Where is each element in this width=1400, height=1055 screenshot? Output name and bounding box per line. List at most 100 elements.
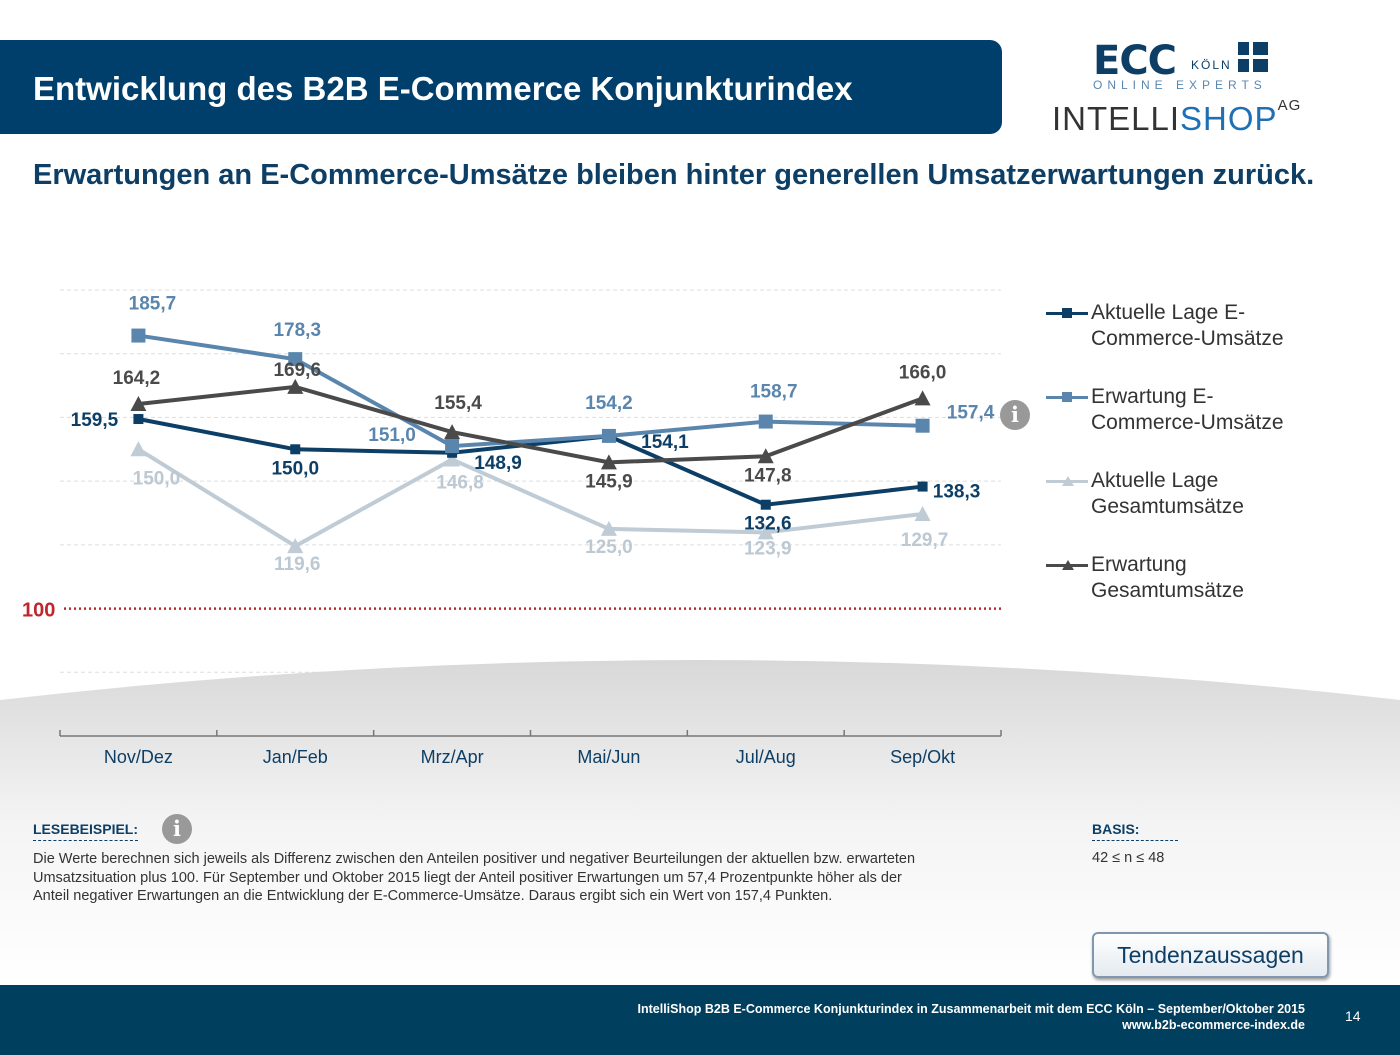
data-point	[444, 451, 461, 467]
data-label: 164,2	[113, 368, 161, 389]
data-point	[288, 352, 303, 367]
x-tick-label: Mai/Jun	[577, 747, 640, 767]
data-point	[757, 524, 774, 540]
data-label: 154,1	[641, 432, 689, 453]
data-label: 169,6	[273, 360, 321, 381]
logo-part: SHOP	[1180, 100, 1278, 137]
data-point	[133, 414, 144, 425]
x-tick-label: Jul/Aug	[736, 747, 796, 767]
legend-item: Aktuelle Lage Gesamtumsätze	[1046, 468, 1346, 520]
data-label: 155,4	[434, 393, 482, 414]
square-marker-icon	[1062, 392, 1072, 402]
legend-label: Aktuelle Lage	[1091, 469, 1219, 492]
data-label: 150,0	[271, 458, 319, 479]
ecc-logo-city: KÖLN	[1191, 58, 1232, 72]
data-point	[287, 378, 304, 394]
series-line	[138, 384, 924, 465]
series-line	[138, 333, 923, 449]
data-label: 151,0	[368, 425, 416, 446]
series-line	[137, 447, 923, 549]
data-label: 148,9	[474, 453, 522, 474]
data-label: 157,4	[947, 403, 995, 424]
legend-label: Erwartung E-	[1091, 385, 1214, 408]
data-point	[601, 428, 616, 443]
data-point	[914, 390, 931, 406]
data-point	[915, 418, 930, 433]
square-marker-icon	[1062, 308, 1072, 318]
data-label: 154,2	[585, 393, 633, 414]
footer: IntelliShop B2B E-Commerce Konjunkturind…	[0, 985, 1400, 1055]
page-title: Entwicklung des B2B E-Commerce Konjunktu…	[33, 70, 853, 107]
basis-value: 42 ≤ n ≤ 48	[1092, 850, 1165, 866]
logo-part: INTELLI	[1052, 100, 1181, 137]
data-point	[600, 520, 617, 536]
data-point	[444, 424, 461, 440]
data-point	[917, 481, 928, 492]
data-label: 123,9	[744, 538, 792, 559]
basis-label: BASIS:	[1092, 821, 1178, 841]
series-line	[138, 417, 923, 507]
x-tick-label: Mrz/Apr	[421, 747, 484, 767]
data-point	[760, 499, 771, 510]
page-subtitle: Erwartungen an E-Commerce-Umsätze bleibe…	[33, 159, 1315, 191]
info-icon[interactable]: i	[1000, 400, 1030, 430]
legend-item: Aktuelle Lage E- Commerce-Umsätze	[1046, 300, 1346, 352]
legend-label: Gesamtumsätze	[1091, 495, 1244, 518]
info-icon[interactable]: i	[162, 814, 192, 844]
data-label: 178,3	[273, 320, 321, 341]
data-label: 185,7	[129, 294, 177, 315]
reading-example-text: Die Werte berechnen sich jeweils als Dif…	[33, 851, 916, 904]
legend-label: Aktuelle Lage E-	[1091, 301, 1246, 324]
data-point	[445, 439, 460, 454]
data-point	[290, 444, 301, 455]
data-label: 145,9	[585, 471, 633, 492]
line-chart: 100 Nov/Dez Jan/Feb Mrz/Apr Mai/Jun Jul/Aug Se…	[22, 289, 1003, 767]
ecc-logo-text: ECC	[1093, 38, 1177, 84]
data-label: 158,7	[750, 382, 798, 403]
data-point	[757, 448, 774, 464]
intellishop-logo: INTELLISHOPAG	[1052, 97, 1302, 138]
x-tick-label: Nov/Dez	[104, 747, 173, 767]
legend-label: Commerce-Umsätze	[1091, 327, 1284, 350]
data-label: 138,3	[933, 482, 981, 503]
logo-part: AG	[1277, 97, 1302, 114]
title-bar: Entwicklung des B2B E-Commerce Konjunktu…	[0, 40, 1002, 134]
x-tick-label: Sep/Okt	[890, 747, 955, 767]
data-point	[758, 414, 773, 429]
legend-label: Erwartung	[1091, 553, 1187, 576]
triangle-marker-icon	[1062, 476, 1074, 486]
ecc-logo-mark-icon	[1238, 42, 1268, 72]
legend-item: Erwartung E- Commerce-Umsätze	[1046, 384, 1346, 436]
data-label: 147,8	[744, 465, 792, 486]
data-point	[130, 396, 147, 412]
data-label: 150,0	[133, 468, 181, 489]
ecc-logo: ECC KÖLN ONLINE EXPERTS	[1093, 38, 1268, 92]
legend-label: Gesamtumsätze	[1091, 579, 1244, 602]
triangle-marker-icon	[1062, 560, 1074, 570]
footer-url[interactable]: www.b2b-ecommerce-index.de	[1122, 1018, 1305, 1032]
footer-text: IntelliShop B2B E-Commerce Konjunkturind…	[638, 1001, 1306, 1033]
legend-label: Commerce-Umsätze	[1091, 411, 1284, 434]
data-label: 159,5	[71, 410, 119, 431]
data-label: 129,7	[901, 530, 949, 551]
ecc-logo-tagline: ONLINE EXPERTS	[1093, 78, 1267, 92]
page-number: 14	[1345, 1008, 1361, 1024]
data-label: 132,6	[744, 514, 792, 535]
data-point	[130, 441, 147, 457]
data-label: 119,6	[274, 554, 321, 575]
footer-credit: IntelliShop B2B E-Commerce Konjunkturind…	[637, 1002, 1306, 1016]
data-label: 125,0	[585, 537, 633, 558]
reading-example-label: LESEBEISPIEL:	[33, 821, 139, 841]
data-point	[131, 328, 146, 343]
data-point	[600, 454, 617, 470]
data-point	[287, 538, 304, 554]
x-tick-label: Jan/Feb	[263, 747, 328, 767]
data-label: 146,8	[436, 472, 484, 493]
data-label: 166,0	[899, 362, 947, 383]
tendenzaussagen-button[interactable]: Tendenzaussagen	[1092, 932, 1329, 978]
legend-item: Erwartung Gesamtumsätze	[1046, 552, 1346, 604]
chart-legend: Aktuelle Lage E- Commerce-Umsätze Erwartu…	[1046, 300, 1346, 636]
reference-label: 100	[22, 600, 55, 622]
data-point	[914, 505, 931, 521]
